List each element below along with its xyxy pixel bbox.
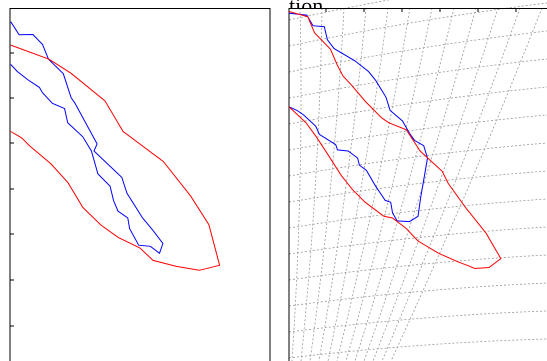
grid-line-arc bbox=[288, 30, 547, 73]
left-plot-panel bbox=[9, 8, 271, 361]
right-plot-area bbox=[289, 8, 547, 361]
grid-line-arc bbox=[288, 226, 547, 255]
left-series-line-1 bbox=[10, 21, 164, 255]
grid-line-radial bbox=[327, 7, 389, 361]
grid-line-radial bbox=[318, 7, 367, 361]
left-y-ticks bbox=[10, 52, 14, 327]
grid-line-arc bbox=[288, 114, 547, 151]
grid-line-arc bbox=[288, 310, 547, 333]
grid-line-arc bbox=[288, 58, 547, 99]
grid-line-arc bbox=[288, 2, 547, 47]
right-axis-frame bbox=[288, 8, 547, 361]
left-plot-area bbox=[10, 8, 270, 361]
grid-line-arc bbox=[288, 198, 547, 229]
grid-line-radial bbox=[300, 7, 323, 361]
grid-line-radial bbox=[345, 7, 433, 361]
right-plot-panel bbox=[288, 0, 547, 361]
grid-line-radial bbox=[336, 7, 411, 361]
grid-line-arc bbox=[288, 338, 547, 359]
grid-line-radial bbox=[363, 7, 477, 361]
grid-line-arc bbox=[288, 0, 391, 21]
right-series-line-2 bbox=[288, 11, 502, 270]
left-series-line-2 bbox=[10, 44, 221, 271]
grid-line-radial bbox=[291, 7, 302, 361]
grid-line-radial bbox=[381, 7, 521, 361]
right-series-line-1 bbox=[288, 12, 429, 223]
right-series-lines bbox=[288, 11, 502, 270]
grid-line-arc bbox=[288, 142, 547, 177]
grid-line-arc bbox=[288, 254, 547, 281]
grid-line-radial bbox=[372, 7, 499, 361]
grid-line-arc bbox=[288, 86, 547, 125]
grid-line-radial bbox=[354, 7, 455, 361]
right-top-ticks bbox=[325, 8, 517, 12]
left-axis-frame bbox=[9, 8, 271, 361]
grid-line-arc bbox=[288, 170, 547, 203]
grid-line-radial bbox=[390, 7, 543, 361]
grid-line-arc bbox=[288, 282, 547, 307]
left-series-lines bbox=[10, 21, 221, 271]
